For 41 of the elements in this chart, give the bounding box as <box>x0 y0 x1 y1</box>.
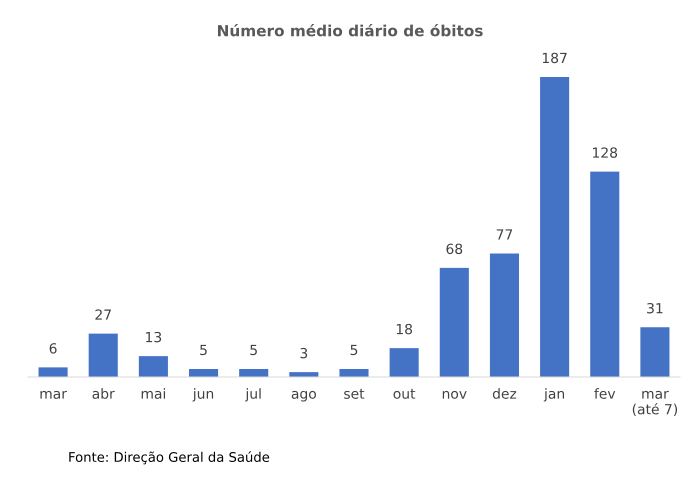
data-label: 5 <box>200 344 207 356</box>
x-tick-label: jul <box>245 388 261 402</box>
bar <box>440 268 469 377</box>
bar <box>188 368 218 377</box>
source-note: Fonte: Direção Geral da Saúde <box>69 451 270 464</box>
data-label: 13 <box>146 332 162 342</box>
data-label: 128 <box>593 147 618 158</box>
bar <box>239 368 268 377</box>
data-label: 18 <box>396 324 412 334</box>
x-tick-label: jun <box>192 388 214 402</box>
x-tick-label: set <box>344 388 364 399</box>
data-label: 27 <box>95 309 111 320</box>
data-label: 6 <box>50 343 57 354</box>
bar <box>390 348 419 377</box>
data-label: 187 <box>542 52 567 64</box>
x-tick-label: ago <box>292 390 316 402</box>
bar <box>640 327 670 377</box>
bar <box>38 367 68 377</box>
chart-title: Número médio diário de óbitos <box>218 24 483 36</box>
x-tick-label: abr <box>92 388 115 399</box>
x-tick-label: mai <box>142 388 166 399</box>
x-tick-label: mar (até 7) <box>632 390 678 416</box>
data-label: 5 <box>350 344 358 356</box>
x-tick-label: out <box>394 388 416 399</box>
bar <box>88 334 118 377</box>
bar <box>590 172 620 377</box>
bar <box>289 372 318 377</box>
x-tick-label: mar <box>40 390 67 399</box>
x-tick-label: fev <box>594 388 616 399</box>
data-label: 5 <box>250 344 257 356</box>
bar <box>490 253 520 377</box>
x-tick-label: nov <box>442 390 467 399</box>
data-label: 3 <box>300 348 308 358</box>
x-tick-label: jan <box>544 388 564 402</box>
bar <box>339 368 369 377</box>
x-tick-label: dez <box>492 388 516 399</box>
data-label: 77 <box>496 229 512 240</box>
bar <box>138 356 168 377</box>
bar <box>540 77 570 377</box>
data-label: 31 <box>647 302 662 314</box>
data-label: 68 <box>446 244 462 254</box>
